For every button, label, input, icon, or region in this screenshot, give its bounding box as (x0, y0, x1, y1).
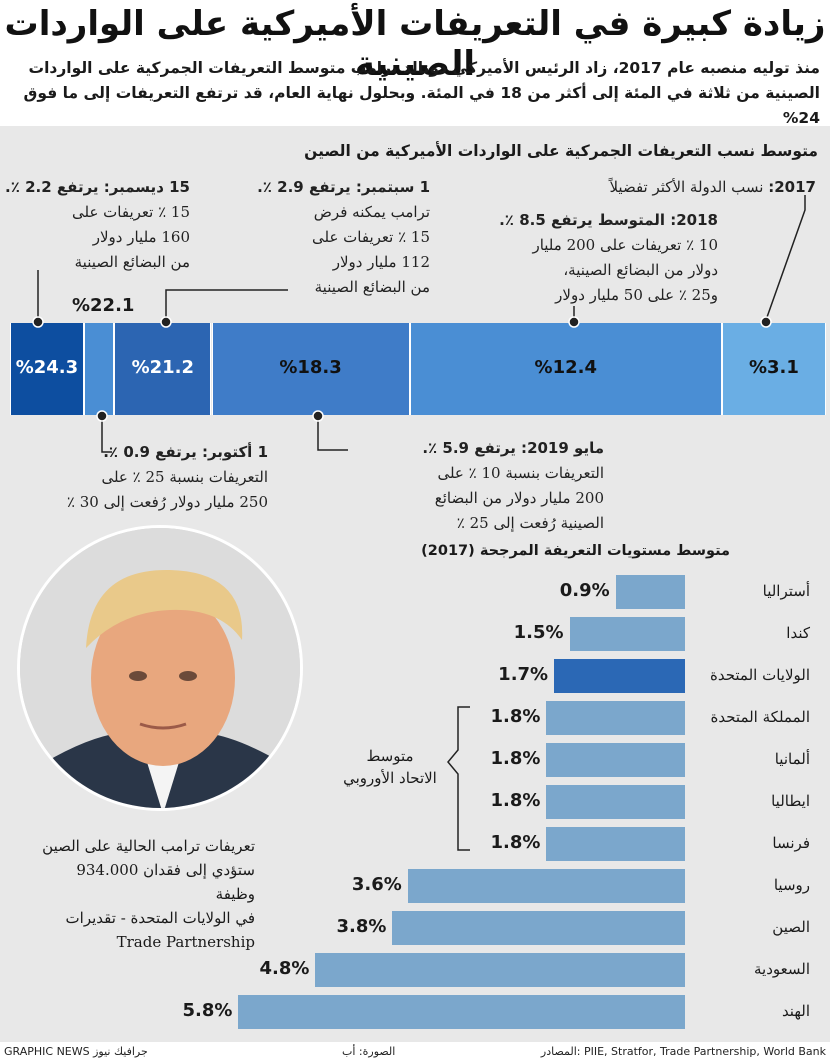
note-2017-head: 2017: (768, 178, 816, 196)
note-may-line: 200 مليار دولار من البضائع (434, 489, 604, 507)
trump-note-line: تعريفات ترامب الحالية على الصين (42, 837, 255, 855)
note-oct-line: التعريفات بنسبة 25 ٪ على (101, 468, 268, 486)
tariff-value-label: 1.5% (513, 622, 564, 643)
tariff-bar (546, 785, 685, 819)
bar-segment: %24.3 (10, 323, 84, 415)
tariff-value-label: 3.6% (351, 874, 402, 895)
tariff-bar (392, 911, 685, 945)
country-label: الهند (781, 1002, 810, 1020)
tariff-value-label: 5.8% (182, 1000, 233, 1021)
note-oct-line: 250 مليار دولار رُفعت إلى 30 ٪ (66, 493, 268, 511)
eu-label-line: متوسط (366, 747, 414, 765)
note-dec: 15 ديسمبر: يرتفع 2.2 ٪. 15 ٪ تعريفات على… (5, 175, 190, 275)
note-sep-head: 1 سبتمبر: يرتفع 2.9 ٪. (257, 178, 430, 196)
note-may: مايو 2019: يرتفع 5.9 ٪. التعريفات بنسبة … (422, 436, 604, 536)
trump-note-line: Trade Partnership (116, 933, 255, 951)
note-oct-head: 1 أكتوبر: يرتفع 0.9 ٪. (103, 443, 268, 461)
tariff-bar (546, 743, 685, 777)
tariff-value-label: 3.8% (336, 916, 387, 937)
country-label: الولايات المتحدة (709, 666, 810, 684)
trump-note-line: في الولايات المتحدة - تقديرات (65, 909, 255, 927)
segment-value-label: %12.4 (534, 357, 597, 378)
stacked-bar: %3.1 %12.4 %18.3 %21.2 %24.3 (10, 323, 826, 415)
bar-segment: %21.2 (114, 323, 212, 415)
segment-value-label: %21.2 (131, 357, 195, 378)
page-subtitle: منذ توليه منصبه عام 2017، زاد الرئيس الأ… (23, 59, 820, 127)
tariff-value-label: 0.9% (559, 580, 610, 601)
tariff-bar (546, 701, 685, 735)
tariff-bar (546, 827, 685, 861)
bar-chart-title: متوسط مستويات التعريفة المرجحة (2017) (421, 543, 730, 559)
tariff-bar (615, 575, 685, 609)
trump-note-line: ستؤدي إلى فقدان 934.000 وظيفة (76, 861, 255, 903)
segment-value-label: %18.3 (279, 357, 342, 378)
country-label: ألمانيا (774, 750, 810, 768)
note-may-line: الصينية رُفعت إلى 25 ٪ (456, 514, 604, 532)
eu-label-line: الاتحاد الأوروبي (343, 769, 437, 787)
tariff-bar (554, 659, 685, 693)
portrait-photo (17, 525, 303, 811)
note-2018-line: دولار من البضائع الصينية، (563, 261, 718, 279)
note-oct: 1 أكتوبر: يرتفع 0.9 ٪. التعريفات بنسبة 2… (67, 440, 268, 515)
note-2018-head: 2018: المتوسط يرتفع 8.5 ٪. (499, 211, 718, 229)
bar-segment (83, 323, 115, 415)
country-label: المملكة المتحدة (710, 708, 811, 726)
footer: المصادر: PIIE, Stratfor, Trade Partnersh… (0, 1044, 830, 1060)
sources-credit: المصادر: PIIE, Stratfor, Trade Partnersh… (540, 1045, 826, 1058)
note-2018: 2018: المتوسط يرتفع 8.5 ٪. 10 ٪ تعريفات … (499, 208, 718, 308)
tariff-bar (407, 869, 685, 903)
note-sep: 1 سبتمبر: يرتفع 2.9 ٪. ترامب يمكنه فرض 1… (257, 175, 430, 300)
publisher-credit: GRAPHIC NEWS جرافيك نيوز (4, 1045, 148, 1058)
tariff-value-label: 1.8% (490, 706, 541, 727)
tariff-value-label: 4.8% (259, 958, 310, 979)
page-title: زيادة كبيرة في التعريفات الأميركية على ا… (4, 4, 826, 84)
country-label: فرنسا (772, 834, 810, 852)
tariff-bar (569, 617, 685, 651)
stacked-chart-title: متوسط نسب التعريفات الجمركية على الواردا… (304, 142, 818, 160)
note-sep-line: من البضائع الصينية (314, 278, 430, 296)
segment-label-outside: %22.1 (72, 295, 135, 316)
note-dec-line: 15 ٪ تعريفات على (71, 203, 190, 221)
tariff-value-label: 1.8% (490, 832, 541, 853)
photo-credit: الصورة: أب (342, 1045, 396, 1058)
bar-segment: %12.4 (409, 323, 722, 415)
note-2018-line: 10 ٪ تعريفات على 200 مليار (532, 236, 718, 254)
note-dec-line: 160 مليار دولار (92, 228, 190, 246)
note-may-head: مايو 2019: يرتفع 5.9 ٪. (422, 439, 604, 457)
segment-value-label: %3.1 (748, 357, 799, 378)
tariff-bar (315, 953, 685, 987)
note-2018-line: و25 ٪ على 50 مليار دولار (555, 286, 718, 304)
country-label: ايطاليا (771, 792, 810, 810)
note-dec-line: من البضائع الصينية (74, 253, 190, 271)
bar-segment: %18.3 (211, 323, 410, 415)
tariff-value-label: 1.7% (498, 664, 549, 685)
country-label: كندا (786, 624, 810, 642)
tariff-value-label: 1.8% (490, 748, 541, 769)
note-2017-body: نسب الدولة الأكثر تفضيلاً (609, 178, 764, 196)
eu-average-label: متوسط الاتحاد الأوروبي (330, 745, 450, 789)
country-label: روسيا (773, 876, 810, 894)
trump-note: تعريفات ترامب الحالية على الصين ستؤدي إل… (40, 834, 255, 954)
note-2017: 2017: نسب الدولة الأكثر تفضيلاً (609, 175, 816, 200)
note-may-line: التعريفات بنسبة 10 ٪ على (437, 464, 604, 482)
country-label: السعودية (753, 960, 810, 978)
tariff-value-label: 1.8% (490, 790, 541, 811)
bar-segment: %3.1 (721, 323, 826, 415)
country-label: الصين (772, 918, 810, 936)
note-sep-line: 15 ٪ تعريفات على (311, 228, 430, 246)
note-sep-line: 112 مليار دولار (332, 253, 430, 271)
note-sep-line: ترامب يمكنه فرض (313, 203, 430, 221)
segment-value-label: %24.3 (15, 357, 79, 378)
note-dec-head: 15 ديسمبر: يرتفع 2.2 ٪. (5, 178, 190, 196)
country-label: أستراليا (762, 582, 810, 600)
tariff-bar (238, 995, 685, 1029)
